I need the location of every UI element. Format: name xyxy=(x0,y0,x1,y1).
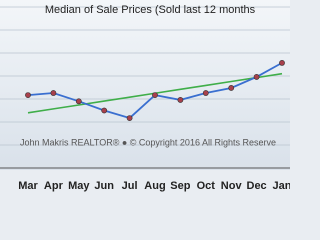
x-tick-label: Jan xyxy=(273,180,290,192)
x-tick-label: Nov xyxy=(221,180,243,192)
data-point xyxy=(75,98,82,105)
x-tick-label: May xyxy=(68,180,90,192)
chart: Median of Sale Prices (Sold last 12 mont… xyxy=(0,0,290,192)
data-point xyxy=(152,92,158,98)
data-point xyxy=(279,59,285,66)
watermark: John Makris REALTOR® ● © Copyright 2016 … xyxy=(20,137,276,147)
x-tick-label: Sep xyxy=(170,180,190,192)
x-tick-label: Aug xyxy=(144,180,165,192)
x-tick-label: Apr xyxy=(44,180,64,192)
data-point xyxy=(50,90,57,96)
x-tick-label: Jun xyxy=(94,180,114,192)
x-tick-label: Dec xyxy=(247,180,267,192)
x-tick-label: Mar xyxy=(18,180,38,192)
data-point xyxy=(177,97,184,103)
data-point xyxy=(25,92,31,98)
data-point xyxy=(126,115,133,121)
data-point xyxy=(228,85,235,91)
x-tick-label: Jul xyxy=(122,180,138,192)
chart-title: Median of Sale Prices (Sold last 12 mont… xyxy=(45,4,256,16)
x-tick-label: Oct xyxy=(197,180,216,192)
plot-area xyxy=(0,0,290,170)
data-point xyxy=(101,107,108,114)
data-point xyxy=(253,74,260,80)
data-point xyxy=(202,90,209,96)
